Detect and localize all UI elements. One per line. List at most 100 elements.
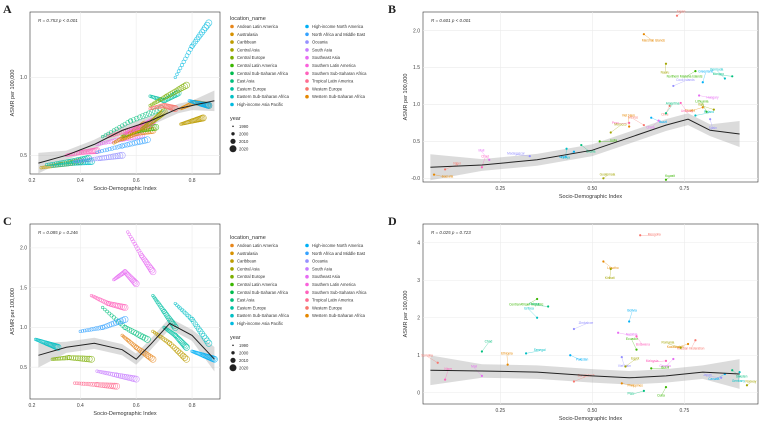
panel-label-d: D: [388, 214, 397, 229]
data-point: [565, 148, 567, 150]
data-point: [488, 159, 490, 161]
y-tick-label: 1.0: [20, 325, 27, 331]
legend-key: [305, 252, 309, 256]
y-axis-title: ASMR per 100,000: [10, 70, 16, 117]
data-point: [536, 317, 538, 319]
legend-key: [305, 95, 309, 99]
legend-entry: Caribbean: [237, 259, 257, 264]
x-tick-label: 0.4: [77, 403, 84, 409]
point-label: Guatemala: [600, 172, 616, 176]
size-legend-title: year: [230, 335, 241, 341]
data-point: [643, 33, 645, 35]
legend-key: [230, 244, 234, 248]
point-label: Pakistan: [576, 358, 588, 362]
legend-key: [305, 275, 309, 279]
x-tick-label: 0.8: [189, 178, 196, 184]
data-point: [639, 234, 641, 236]
stat-annotation: R = 0.085 p = 0.246: [38, 230, 78, 235]
data-point: [694, 339, 696, 341]
data-point: [672, 85, 674, 87]
legend-entry: Southern Sub-Saharan Africa: [312, 290, 367, 295]
data-point: [665, 112, 667, 114]
data-point: [680, 102, 682, 104]
size-legend-entry: 2020: [239, 146, 249, 151]
data-point: [738, 371, 740, 373]
data-point: [650, 117, 652, 119]
legend-entry: East Asia: [237, 79, 255, 84]
data-point: [529, 155, 531, 157]
legend-entry: Australasia: [237, 32, 258, 37]
data-point: [507, 364, 509, 366]
data-point: [444, 379, 446, 381]
stat-annotation: R = 0.601 p < 0.001: [431, 18, 471, 23]
legend-key: [230, 322, 234, 326]
legend-key: [305, 314, 309, 318]
legend-key: [230, 33, 234, 37]
y-tick-label: 3: [417, 278, 420, 284]
legend-entry: Central Sub-Saharan Africa: [237, 290, 289, 295]
legend-key: [305, 298, 309, 302]
point-label: Japan: [677, 10, 686, 14]
point-label: Chad: [481, 154, 489, 158]
legend-key: [230, 79, 234, 83]
size-legend-key: [231, 132, 234, 135]
legend-key: [230, 259, 234, 263]
data-point: [602, 260, 604, 262]
data-point: [444, 168, 446, 170]
plot-area: [30, 224, 220, 399]
data-point: [624, 365, 626, 367]
x-tick-label: 0.6: [133, 178, 140, 184]
y-tick-label: 1.5: [413, 65, 420, 71]
legend-entry: Caribbean: [237, 40, 257, 45]
size-legend-key: [230, 139, 235, 144]
x-tick-label: 0.25: [495, 408, 505, 414]
y-axis-title: ASMR per 100,000: [403, 74, 409, 121]
point-label: Viet Nam: [622, 114, 635, 118]
legend-key: [305, 33, 309, 37]
data-point: [628, 125, 630, 127]
point-label: Bolivia: [627, 309, 637, 313]
point-label: Malaysia: [646, 359, 659, 363]
point-label: Senegal: [534, 348, 546, 352]
size-legend-key: [230, 145, 237, 152]
point-label: Lithuania: [695, 99, 708, 103]
point-label: Norway: [746, 379, 757, 383]
y-axis-title: ASMR per 100,000: [10, 288, 16, 335]
x-axis-title: Socio-Demographic Index: [559, 416, 623, 422]
point-label: Philippines: [627, 383, 643, 387]
point-label: Mongolia: [648, 232, 661, 236]
legend-entry: Southern Sub-Saharan Africa: [312, 71, 367, 76]
data-point: [617, 332, 619, 334]
legend-key: [230, 87, 234, 91]
legend-key: [230, 95, 234, 99]
data-point: [746, 384, 748, 386]
x-tick-label: 0.8: [189, 403, 196, 409]
data-point: [731, 75, 733, 77]
x-axis-title: Socio-Demographic Index: [559, 194, 623, 200]
legend-key: [230, 275, 234, 279]
point-label: Japan: [703, 373, 712, 377]
data-point: [672, 358, 674, 360]
x-tick-label: 0.25: [495, 186, 505, 192]
legend-key: [230, 291, 234, 295]
data-point: [437, 362, 439, 364]
x-tick-label: 0.50: [587, 408, 597, 414]
legend-entry: Andean Latin America: [237, 243, 279, 248]
point-label: Lesotho: [607, 266, 619, 270]
point-label: Egypt: [631, 356, 639, 360]
size-legend-key: [231, 351, 234, 354]
data-point: [698, 94, 700, 96]
stat-annotation: R = 0.753 p < 0.001: [38, 18, 78, 23]
legend-entry: Eastern Sub-Saharan Africa: [237, 94, 290, 99]
data-point: [569, 354, 571, 356]
legend-key: [230, 72, 234, 76]
legend-key: [230, 103, 234, 107]
data-point: [573, 151, 575, 153]
legend-entry: Eastern Sub-Saharan Africa: [237, 313, 290, 318]
legend-key: [230, 56, 234, 60]
point-label: Mali: [479, 149, 485, 153]
y-tick-label: 1.0: [20, 75, 27, 81]
